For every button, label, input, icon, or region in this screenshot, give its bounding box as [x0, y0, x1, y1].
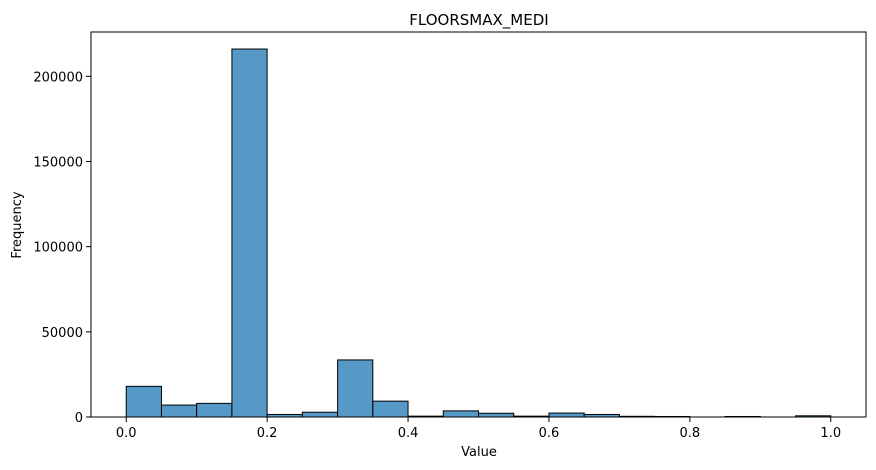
histogram-bar — [196, 402, 233, 418]
y-tick-label: 100000 — [33, 241, 83, 256]
y-axis-ticks: 0 50000 100000 150000 200000 — [33, 70, 91, 426]
histogram-bar — [231, 48, 268, 418]
x-tick-label: 0.6 — [539, 426, 560, 441]
x-tick-label: 0.8 — [680, 426, 701, 441]
y-axis-label: Frequency — [10, 191, 25, 258]
histogram-bar — [478, 412, 515, 418]
x-tick-label: 0.4 — [398, 426, 419, 441]
histogram-bar — [125, 385, 162, 418]
plot-frame — [90, 31, 867, 418]
histogram-bar — [337, 359, 374, 418]
histogram-bar — [442, 410, 480, 418]
y-tick-label: 0 — [75, 411, 83, 426]
histogram-bar — [301, 411, 339, 418]
x-tick-label: 0.0 — [116, 426, 137, 441]
histogram-bar — [548, 412, 585, 418]
histogram-bar — [372, 400, 409, 418]
bars-group — [125, 48, 832, 418]
y-tick-label: 200000 — [33, 70, 83, 85]
histogram-bar — [160, 404, 198, 418]
chart-title: FLOORSMAX_MEDI — [409, 11, 548, 30]
x-tick-label: 1.0 — [820, 426, 841, 441]
y-tick-label: 50000 — [42, 326, 83, 341]
x-tick-label: 0.2 — [257, 426, 278, 441]
x-axis-ticks: 0.0 0.2 0.4 0.6 0.8 1.0 — [116, 417, 841, 441]
y-tick-label: 150000 — [33, 155, 83, 170]
x-axis-label: Value — [461, 445, 497, 460]
